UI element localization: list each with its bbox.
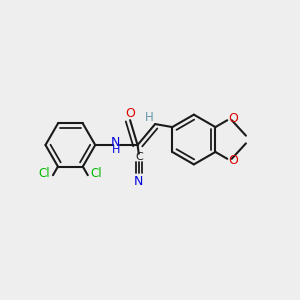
Text: H: H (145, 111, 153, 124)
Text: O: O (229, 112, 238, 125)
Text: Cl: Cl (38, 167, 50, 180)
Text: N: N (111, 136, 120, 149)
Text: O: O (229, 154, 238, 166)
Text: H: H (112, 146, 120, 155)
Text: C: C (135, 152, 143, 163)
Text: Cl: Cl (91, 167, 102, 180)
Text: N: N (134, 175, 143, 188)
Text: O: O (125, 107, 135, 120)
